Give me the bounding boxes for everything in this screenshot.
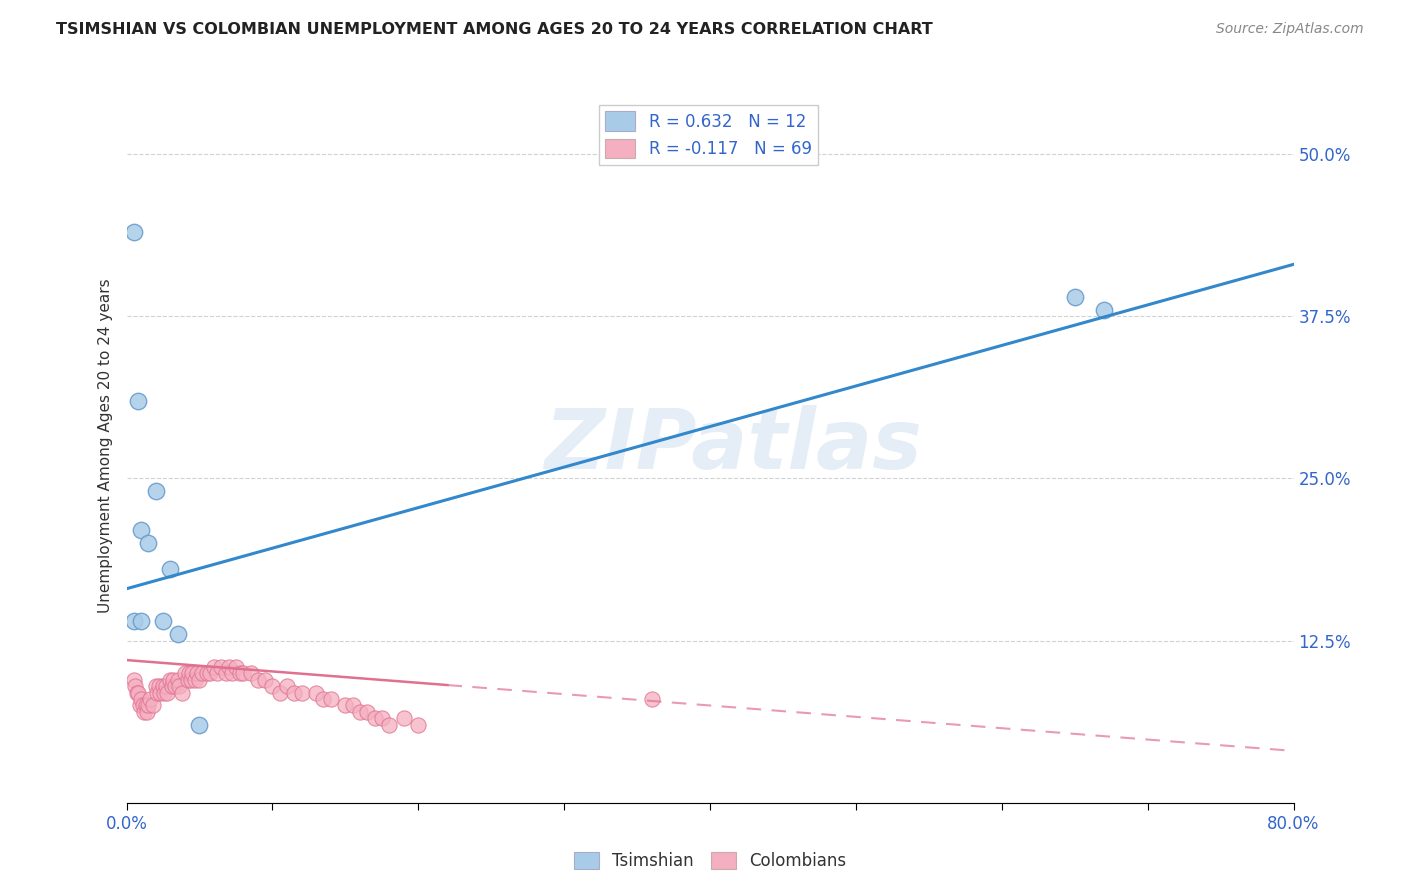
Point	[122, 614, 145, 628]
Point	[142, 698, 165, 713]
Point	[254, 673, 277, 687]
Point	[202, 659, 225, 673]
Point	[312, 692, 335, 706]
Point	[225, 659, 247, 673]
Point	[290, 685, 312, 699]
Point	[153, 685, 176, 699]
Point	[283, 685, 305, 699]
Point	[371, 711, 394, 725]
Point	[125, 685, 148, 699]
Point	[146, 685, 169, 699]
Point	[392, 711, 415, 725]
Point	[319, 692, 342, 706]
Point	[129, 614, 152, 628]
Point	[131, 698, 153, 713]
Point	[408, 718, 430, 732]
Point	[160, 679, 183, 693]
Point	[184, 673, 207, 687]
Point	[166, 673, 188, 687]
Point	[188, 718, 211, 732]
Point	[232, 666, 254, 681]
Point	[132, 705, 155, 719]
Point	[191, 666, 214, 681]
Point	[276, 679, 298, 693]
Point	[139, 692, 162, 706]
Point	[155, 679, 177, 693]
Point	[136, 705, 159, 719]
Point	[229, 666, 252, 681]
Point	[145, 484, 167, 499]
Point	[205, 666, 228, 681]
Point	[209, 659, 232, 673]
Point	[166, 627, 188, 641]
Legend: Tsimshian, Colombians: Tsimshian, Colombians	[568, 845, 852, 877]
Point	[356, 705, 378, 719]
Text: ZIPatlas: ZIPatlas	[544, 406, 922, 486]
Point	[195, 666, 218, 681]
Point	[128, 698, 150, 713]
Point	[269, 685, 291, 699]
Point	[134, 698, 156, 713]
Point	[180, 673, 202, 687]
Point	[335, 698, 357, 713]
Point	[179, 666, 201, 681]
Point	[198, 666, 221, 681]
Point	[129, 692, 152, 706]
Point	[162, 673, 184, 687]
Point	[167, 679, 190, 693]
Point	[124, 679, 146, 693]
Text: Source: ZipAtlas.com: Source: ZipAtlas.com	[1216, 22, 1364, 37]
Point	[138, 536, 160, 550]
Point	[188, 673, 211, 687]
Point	[181, 666, 204, 681]
Point	[159, 673, 181, 687]
Point	[152, 614, 174, 628]
Point	[122, 673, 145, 687]
Point	[305, 685, 328, 699]
Point	[363, 711, 385, 725]
Y-axis label: Unemployment Among Ages 20 to 24 years: Unemployment Among Ages 20 to 24 years	[98, 278, 114, 614]
Point	[215, 666, 238, 681]
Text: TSIMSHIAN VS COLOMBIAN UNEMPLOYMENT AMONG AGES 20 TO 24 YEARS CORRELATION CHART: TSIMSHIAN VS COLOMBIAN UNEMPLOYMENT AMON…	[56, 22, 934, 37]
Point	[1092, 302, 1115, 317]
Point	[1063, 290, 1085, 304]
Point	[218, 659, 240, 673]
Point	[149, 685, 172, 699]
Point	[156, 685, 179, 699]
Point	[163, 679, 186, 693]
Point	[127, 685, 149, 699]
Point	[145, 679, 167, 693]
Point	[349, 705, 371, 719]
Point	[170, 685, 193, 699]
Point	[640, 692, 664, 706]
Point	[342, 698, 364, 713]
Point	[246, 673, 269, 687]
Point	[239, 666, 262, 681]
Point	[159, 562, 181, 576]
Point	[148, 679, 170, 693]
Point	[138, 698, 160, 713]
Point	[262, 679, 284, 693]
Point	[177, 673, 200, 687]
Point	[221, 666, 243, 681]
Point	[186, 666, 208, 681]
Point	[378, 718, 401, 732]
Point	[129, 524, 152, 538]
Point	[152, 679, 174, 693]
Point	[122, 225, 145, 239]
Point	[127, 393, 149, 408]
Point	[174, 666, 197, 681]
